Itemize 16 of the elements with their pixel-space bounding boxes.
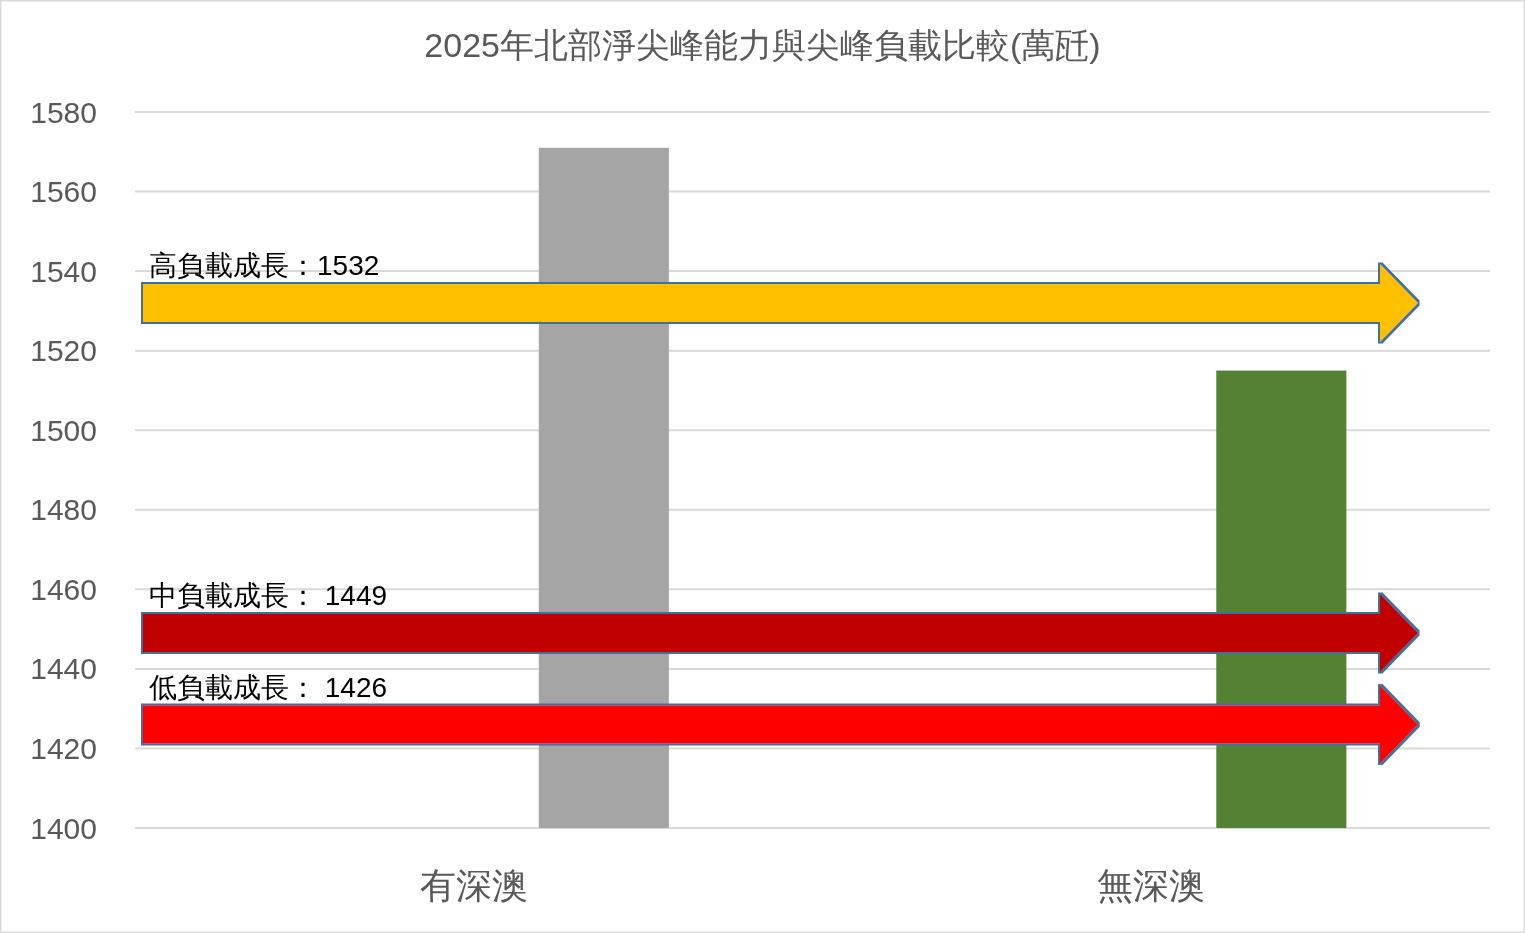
y-tick-label: 1440 (30, 652, 97, 686)
ref-line-label: 高負載成長：1532 (149, 249, 380, 281)
ref-line-label: 低負載成長： 1426 (149, 671, 388, 703)
y-tick-label: 1520 (30, 334, 97, 368)
y-tick-label: 1400 (30, 811, 97, 845)
title: 2025年北部淨尖峰能力與尖峰負載比較(萬瓩) (424, 26, 1101, 64)
y-tick-label: 1460 (30, 572, 97, 606)
y-tick-label: 1560 (30, 175, 97, 209)
y-tick-label: 1540 (30, 254, 97, 288)
y-tick-label: 1480 (30, 493, 97, 527)
y-tick-label: 1420 (30, 731, 97, 765)
y-tick-label: 1500 (30, 413, 97, 447)
x-tick-label: 無深澳 (1097, 864, 1206, 906)
ref-line-label: 中負載成長： 1449 (149, 580, 388, 612)
x-tick-label: 有深澳 (419, 864, 528, 906)
y-tick-label: 1580 (30, 95, 97, 129)
